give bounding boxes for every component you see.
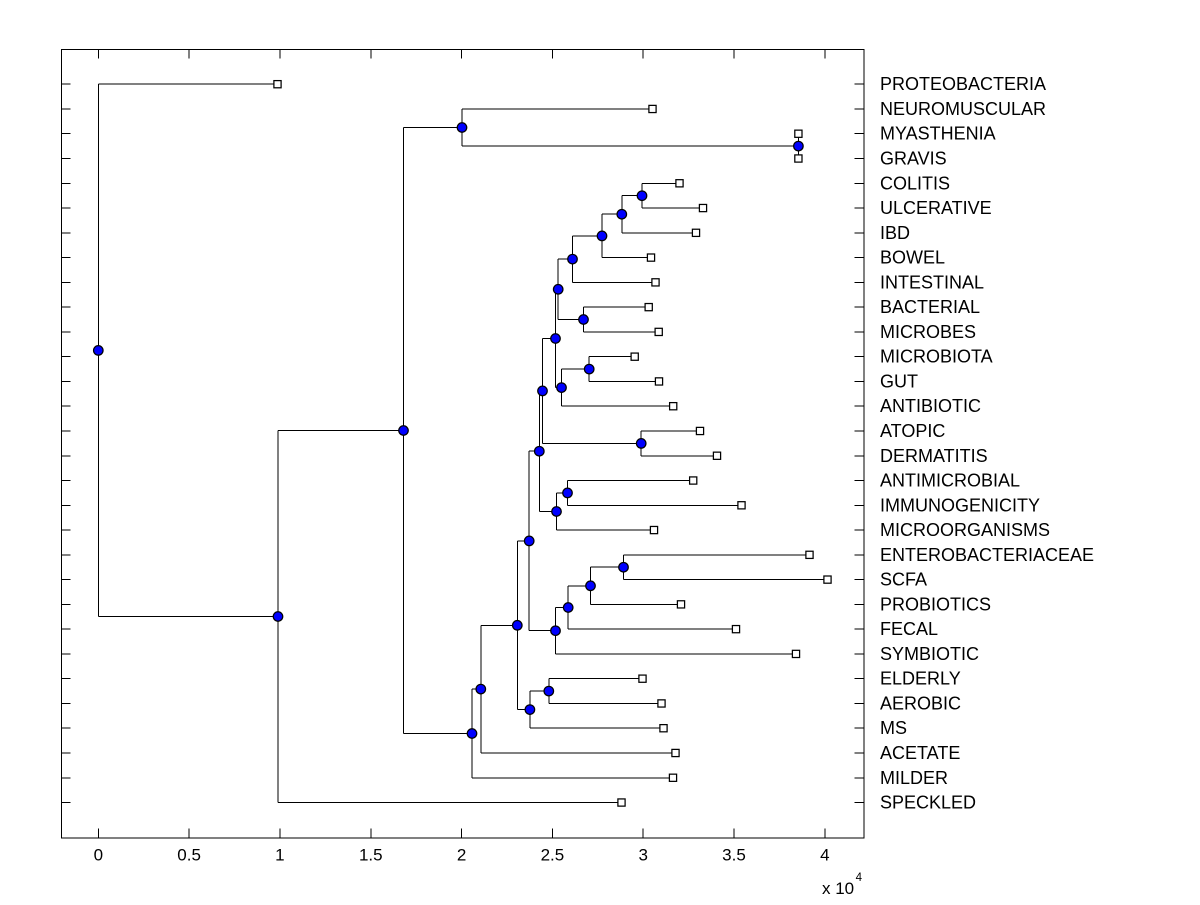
svg-text:ENTEROBACTERIACEAE: ENTEROBACTERIACEAE <box>880 545 1094 565</box>
svg-text:SYMBIOTIC: SYMBIOTIC <box>880 644 979 664</box>
svg-text:ACETATE: ACETATE <box>880 743 960 763</box>
svg-text:1: 1 <box>275 846 284 865</box>
svg-text:DERMATITIS: DERMATITIS <box>880 446 988 466</box>
svg-text:ATOPIC: ATOPIC <box>880 421 945 441</box>
svg-text:INTESTINAL: INTESTINAL <box>880 272 984 292</box>
svg-text:BOWEL: BOWEL <box>880 248 945 268</box>
svg-text:GRAVIS: GRAVIS <box>880 149 947 169</box>
svg-text:2: 2 <box>457 846 466 865</box>
svg-text:4: 4 <box>820 846 829 865</box>
svg-text:SCFA: SCFA <box>880 570 927 590</box>
svg-text:GUT: GUT <box>880 371 918 391</box>
svg-text:MICROORGANISMS: MICROORGANISMS <box>880 520 1050 540</box>
svg-text:AEROBIC: AEROBIC <box>880 694 961 714</box>
svg-text:ELDERLY: ELDERLY <box>880 669 961 689</box>
svg-text:ANTIBIOTIC: ANTIBIOTIC <box>880 396 981 416</box>
svg-text:FECAL: FECAL <box>880 619 938 639</box>
svg-text:NEUROMUSCULAR: NEUROMUSCULAR <box>880 99 1046 119</box>
svg-text:PROBIOTICS: PROBIOTICS <box>880 594 991 614</box>
svg-text:ULCERATIVE: ULCERATIVE <box>880 198 992 218</box>
svg-text:IMMUNOGENICITY: IMMUNOGENICITY <box>880 495 1040 515</box>
svg-text:3: 3 <box>638 846 647 865</box>
svg-text:COLITIS: COLITIS <box>880 173 950 193</box>
svg-text:2.5: 2.5 <box>541 846 565 865</box>
svg-text:3.5: 3.5 <box>722 846 746 865</box>
svg-text:IBD: IBD <box>880 223 910 243</box>
svg-text:PROTEOBACTERIA: PROTEOBACTERIA <box>880 74 1046 94</box>
svg-text:BACTERIAL: BACTERIAL <box>880 297 980 317</box>
svg-text:0: 0 <box>94 846 103 865</box>
svg-text:1.5: 1.5 <box>359 846 383 865</box>
svg-text:SPECKLED: SPECKLED <box>880 793 976 813</box>
svg-text:ANTIMICROBIAL: ANTIMICROBIAL <box>880 471 1020 491</box>
svg-text:MICROBES: MICROBES <box>880 322 976 342</box>
svg-text:MYASTHENIA: MYASTHENIA <box>880 124 996 144</box>
svg-text:MICROBIOTA: MICROBIOTA <box>880 347 993 367</box>
svg-text:MILDER: MILDER <box>880 768 948 788</box>
svg-text:MS: MS <box>880 718 907 738</box>
svg-text:0.5: 0.5 <box>177 846 201 865</box>
